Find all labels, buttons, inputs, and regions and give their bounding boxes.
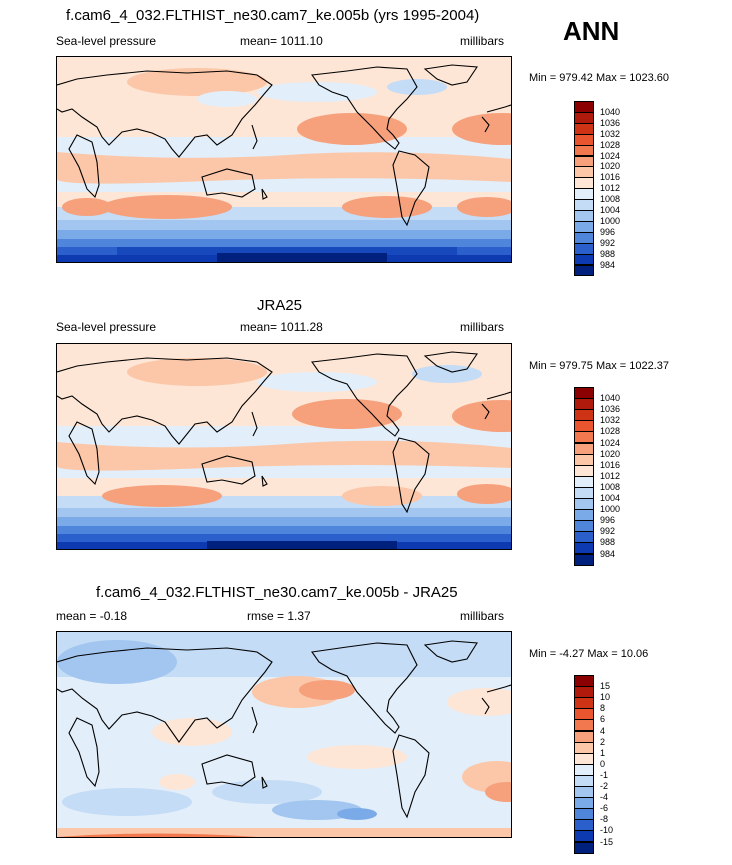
panel-1-units-label: millibars [460, 34, 505, 48]
panel-2-colorbar-tick-label: 1040 [600, 393, 621, 404]
panel-1-colorbar-tick-label: 1020 [600, 161, 621, 172]
panel-3-colorbar-tick-label: -2 [600, 781, 609, 791]
panel-1-colorbar-tick-label: 988 [600, 248, 616, 259]
panel-1-minmax: Min = 979.42 Max = 1023.60 [529, 72, 670, 84]
panel-2-colorbar-tick-label: 1032 [600, 415, 621, 426]
panel-1-colorbar-tick-label: 1012 [600, 183, 621, 194]
panel-2-colorbar: 1040 1036 1032 1028 1024 1020 1016 1012 1008 1004… [574, 387, 644, 567]
panel-1-colorbar-tick-label: 996 [600, 226, 616, 237]
panel-3-title: f.cam6_4_032.FLTHIST_ne30.cam7_ke.005b -… [96, 584, 458, 601]
panel-1-colorbar-swatch [574, 264, 594, 277]
panel-2-variable-label: Sea-level pressure [56, 320, 157, 334]
panel-1-colorbar-tick-label: 1028 [600, 139, 621, 150]
panel-3-colorbar-swatch [574, 841, 594, 854]
season-label: ANN [563, 16, 620, 46]
panel-1-title: f.cam6_4_032.FLTHIST_ne30.cam7_ke.005b (… [66, 7, 480, 24]
panel-2-mean-label: mean= 1011.28 [240, 320, 323, 334]
panel-3-mean-label: mean = -0.18 [56, 609, 128, 623]
panel-3-colorbar-tick-label: 0 [600, 758, 606, 769]
panel-2-minmax: Min = 979.75 Max = 1022.37 [529, 360, 670, 372]
panel-3-units-label: millibars [460, 609, 505, 623]
panel-1-colorbar-tick-label: 984 [600, 259, 616, 270]
panel-2-colorbar-tick-label: 1000 [600, 504, 621, 515]
panel-1-mean-label: mean= 1011.10 [240, 34, 323, 48]
panel-3-colorbar-tick-label: -6 [600, 803, 609, 814]
panel-3-rmse-label: rmse = 1.37 [247, 609, 311, 623]
panel-1-colorbar-tick-label: 1024 [600, 150, 621, 161]
panel-2-title: JRA25 [257, 297, 303, 314]
panel-3-map [56, 631, 512, 838]
panel-2-colorbar-tick-label: 996 [600, 515, 616, 526]
panel-3-colorbar-tick-label: -15 [600, 836, 614, 847]
panel-3-colorbar-tick-label: 8 [600, 703, 606, 714]
panel-2-colorbar-tick-label: 1008 [600, 481, 621, 492]
panel-2-colorbar-tick-label: 1036 [600, 404, 621, 415]
panel-2-colorbar-tick-label: 1004 [600, 493, 621, 503]
panel-2-units-label: millibars [460, 320, 505, 334]
panel-3-colorbar-tick-label: -1 [600, 769, 609, 780]
panel-2-colorbar-tick-label: 1024 [600, 437, 621, 448]
panel-2-colorbar-tick-label: 1028 [600, 426, 621, 437]
panel-1-colorbar-tick-label: 992 [600, 237, 616, 248]
panel-3-colorbar-tick-label: 15 [600, 681, 611, 692]
panel-2-colorbar-tick-label: 1020 [600, 448, 621, 459]
panel-1-colorbar-tick-label: 1040 [600, 106, 621, 117]
panel-2-colorbar-tick-label: 992 [600, 526, 616, 537]
panel-1-variable-label: Sea-level pressure [56, 34, 157, 48]
panel-2-colorbar-tick-label: 988 [600, 537, 616, 548]
panel-3-colorbar-tick-label: 2 [600, 736, 606, 747]
panel-1-colorbar-tick-label: 1016 [600, 172, 621, 183]
panel-1-map [56, 56, 512, 263]
panel-2-colorbar-tick-label: 1016 [600, 459, 621, 470]
panel-3-colorbar-tick-label: -10 [600, 825, 614, 836]
panel-3-colorbar: 15 10 8 6 4 2 1 0 -1 -2 -4 -6 -8 -10 -15 [574, 675, 644, 855]
panel-3-colorbar-tick-label: 6 [600, 714, 606, 725]
panel-1-colorbar: 1040 1036 1032 1028 1024 1020 1016 1012 1008 1004… [574, 101, 644, 277]
panel-3-colorbar-tick-label: -8 [600, 814, 609, 825]
panel-2-colorbar-tick-label: 1012 [600, 470, 621, 481]
panel-1-colorbar-tick-label: 1008 [600, 194, 621, 205]
panel-1-colorbar-tick-label: 1036 [600, 117, 621, 128]
panel-3-minmax: Min = -4.27 Max = 10.06 [529, 648, 649, 660]
panel-1-colorbar-tick-label: 1004 [600, 205, 621, 215]
panel-1-colorbar-tick-label: 1000 [600, 215, 621, 226]
panel-2-colorbar-tick-label: 984 [600, 548, 616, 559]
panel-3-colorbar-tick-label: 1 [600, 747, 606, 758]
panel-2-map [56, 343, 512, 550]
panel-3-colorbar-tick-label: -4 [600, 792, 609, 803]
panel-1-colorbar-tick-label: 1032 [600, 128, 621, 139]
panel-2-colorbar-swatch [574, 553, 594, 566]
panel-3-colorbar-tick-label: 10 [600, 692, 611, 703]
panel-3-colorbar-tick-label: 4 [600, 725, 606, 736]
